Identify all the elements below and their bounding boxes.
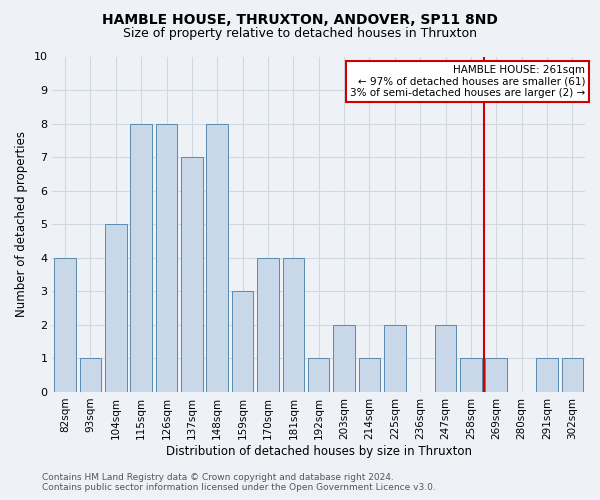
Bar [105, 224, 127, 392]
Bar [181, 157, 203, 392]
Text: Contains HM Land Registry data © Crown copyright and database right 2024.
Contai: Contains HM Land Registry data © Crown c… [42, 473, 436, 492]
Bar [384, 325, 406, 392]
Text: Size of property relative to detached houses in Thruxton: Size of property relative to detached ho… [123, 28, 477, 40]
Bar [435, 325, 456, 392]
Bar [359, 358, 380, 392]
Bar [156, 124, 178, 392]
Bar [80, 358, 101, 392]
Bar [283, 258, 304, 392]
Bar [333, 325, 355, 392]
Bar [130, 124, 152, 392]
Bar [257, 258, 279, 392]
Bar [55, 258, 76, 392]
Bar [536, 358, 558, 392]
X-axis label: Distribution of detached houses by size in Thruxton: Distribution of detached houses by size … [166, 444, 472, 458]
Bar [232, 292, 253, 392]
Text: HAMBLE HOUSE: 261sqm
← 97% of detached houses are smaller (61)
3% of semi-detach: HAMBLE HOUSE: 261sqm ← 97% of detached h… [350, 65, 585, 98]
Bar [562, 358, 583, 392]
Text: HAMBLE HOUSE, THRUXTON, ANDOVER, SP11 8ND: HAMBLE HOUSE, THRUXTON, ANDOVER, SP11 8N… [102, 12, 498, 26]
Y-axis label: Number of detached properties: Number of detached properties [15, 131, 28, 317]
Bar [460, 358, 482, 392]
Bar [206, 124, 228, 392]
Bar [485, 358, 507, 392]
Bar [308, 358, 329, 392]
